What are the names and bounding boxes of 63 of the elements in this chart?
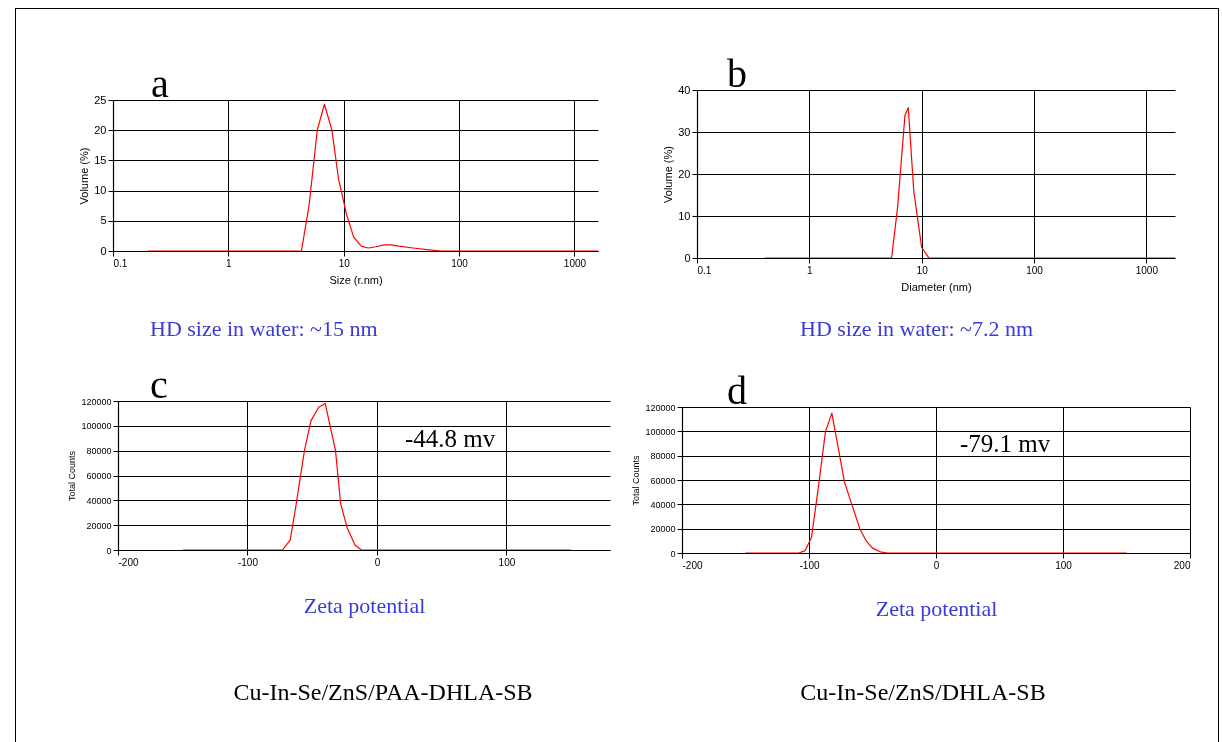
y-tick-label: 80000 <box>650 451 676 462</box>
text: HD size in water: ~7.2 nm <box>800 316 1034 341</box>
annotation: a <box>151 61 169 106</box>
x-tick-label: 10 <box>338 257 351 269</box>
y-tick-label: 10 <box>678 209 691 222</box>
y-tick-label: 25 <box>94 93 107 106</box>
y-tick-label: 20 <box>94 123 107 136</box>
x-tick-label: 100 <box>498 556 516 568</box>
y-tick-label: 15 <box>94 153 107 166</box>
y-tick-label: 80000 <box>86 446 112 457</box>
annotation: -44.8 mv <box>405 425 496 452</box>
annotation: d <box>727 368 747 413</box>
x-tick-label: 0.1 <box>697 264 712 276</box>
y-axis-title: Total Counts <box>67 450 78 502</box>
y-tick-label: 40 <box>678 83 691 96</box>
y-tick-label: 10 <box>94 184 107 197</box>
y-tick-label: 20 <box>678 167 691 180</box>
y-tick-label: 60000 <box>650 475 676 486</box>
y-axis-title: Volume (%) <box>78 147 91 205</box>
x-tick-label: -100 <box>799 559 820 571</box>
y-tick-label: 30 <box>678 125 691 138</box>
x-tick-label: 0.1 <box>113 257 128 269</box>
y-tick-label: 120000 <box>81 396 112 407</box>
x-axis-title: Size (r.nm) <box>329 273 383 286</box>
y-tick-label: 20000 <box>86 520 112 531</box>
y-tick-label: 0 <box>106 545 112 556</box>
x-tick-label: 0 <box>374 556 381 568</box>
y-tick-label: 120000 <box>645 402 676 413</box>
x-tick-label: 200 <box>1173 559 1191 571</box>
line-series <box>744 412 1128 553</box>
y-tick-label: 5 <box>100 214 107 227</box>
x-axis-title: Zeta potential <box>303 592 426 618</box>
x-tick-label: -100 <box>237 556 259 568</box>
x-tick-label: 0 <box>933 559 940 571</box>
x-tick-label: 1 <box>226 257 233 269</box>
text: Cu-In-Se/ZnS/DHLA-SB <box>800 679 1046 705</box>
y-tick-label: 0 <box>100 244 107 257</box>
x-tick-label: 1 <box>807 264 814 276</box>
y-tick-label: 100000 <box>645 426 676 437</box>
x-axis-title: Diameter (nm) <box>901 280 972 293</box>
y-tick-label: 60000 <box>86 471 112 481</box>
x-tick-label: 1000 <box>1135 264 1159 276</box>
x-axis-title: Zeta potential <box>875 595 998 621</box>
x-tick-label: 1000 <box>563 257 587 269</box>
y-axis-title: Total Counts <box>631 454 642 506</box>
text: HD size in water: ~15 nm <box>150 316 378 341</box>
line-series <box>182 402 572 550</box>
y-tick-label: 100000 <box>81 421 112 432</box>
x-tick-label: 100 <box>1026 264 1044 276</box>
text: Cu-In-Se/ZnS/PAA-DHLA-SB <box>233 679 533 705</box>
x-tick-label: -200 <box>118 556 139 568</box>
y-axis-title: Volume (%) <box>662 146 675 203</box>
annotation: -79.1 mv <box>960 430 1051 457</box>
y-tick-label: 40000 <box>86 495 112 506</box>
y-tick-label: 0 <box>670 548 676 559</box>
y-tick-label: 20000 <box>650 524 676 535</box>
x-tick-label: 10 <box>916 264 929 276</box>
annotation: c <box>150 362 168 407</box>
annotation: b <box>727 51 747 96</box>
y-tick-label: 40000 <box>650 499 676 510</box>
x-tick-label: -200 <box>682 559 703 571</box>
x-tick-label: 100 <box>1055 559 1073 571</box>
x-tick-label: 100 <box>451 257 469 269</box>
